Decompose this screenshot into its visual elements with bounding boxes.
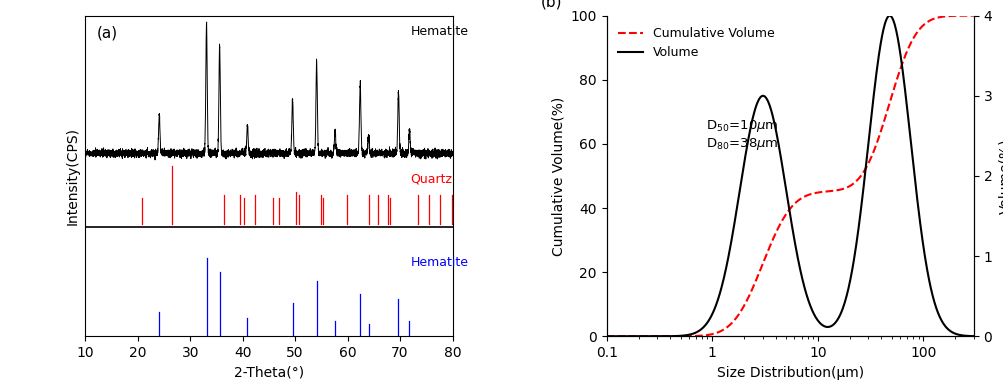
Y-axis label: Cumulative Volume(%): Cumulative Volume(%) <box>551 96 565 256</box>
Text: D$_{50}$=10$\mu$m
D$_{80}$=38$\mu$m: D$_{50}$=10$\mu$m D$_{80}$=38$\mu$m <box>705 118 777 152</box>
Volume <box>917 244 929 248</box>
Volume <box>833 312 846 316</box>
Line: Volume: Volume <box>606 16 973 336</box>
Cumulative Volume <box>833 187 846 192</box>
Volume <box>623 334 635 339</box>
X-axis label: Size Distribution(μm): Size Distribution(μm) <box>716 366 863 380</box>
Text: Quartz: Quartz <box>410 172 452 185</box>
Y-axis label: Intensity(CPS): Intensity(CPS) <box>66 127 79 225</box>
Cumulative Volume <box>916 23 928 28</box>
Cumulative Volume <box>623 334 635 339</box>
Line: Cumulative Volume: Cumulative Volume <box>606 16 973 336</box>
X-axis label: 2-Theta(°): 2-Theta(°) <box>234 366 304 380</box>
Cumulative Volume <box>879 115 891 120</box>
Legend: Cumulative Volume, Volume: Cumulative Volume, Volume <box>613 22 779 64</box>
Text: (b): (b) <box>540 0 562 9</box>
Cumulative Volume <box>967 13 979 18</box>
Y-axis label: Volume(%): Volume(%) <box>997 138 1003 214</box>
Volume <box>883 13 895 18</box>
Volume <box>967 334 979 339</box>
Text: (a): (a) <box>96 25 117 40</box>
Volume <box>822 325 834 329</box>
Cumulative Volume <box>600 334 612 339</box>
Text: Hematite: Hematite <box>410 25 468 38</box>
Cumulative Volume <box>813 190 825 195</box>
Volume <box>600 334 612 339</box>
Volume <box>813 321 825 325</box>
Text: Hematite: Hematite <box>410 256 468 269</box>
Volume <box>879 21 891 25</box>
Cumulative Volume <box>822 189 834 194</box>
